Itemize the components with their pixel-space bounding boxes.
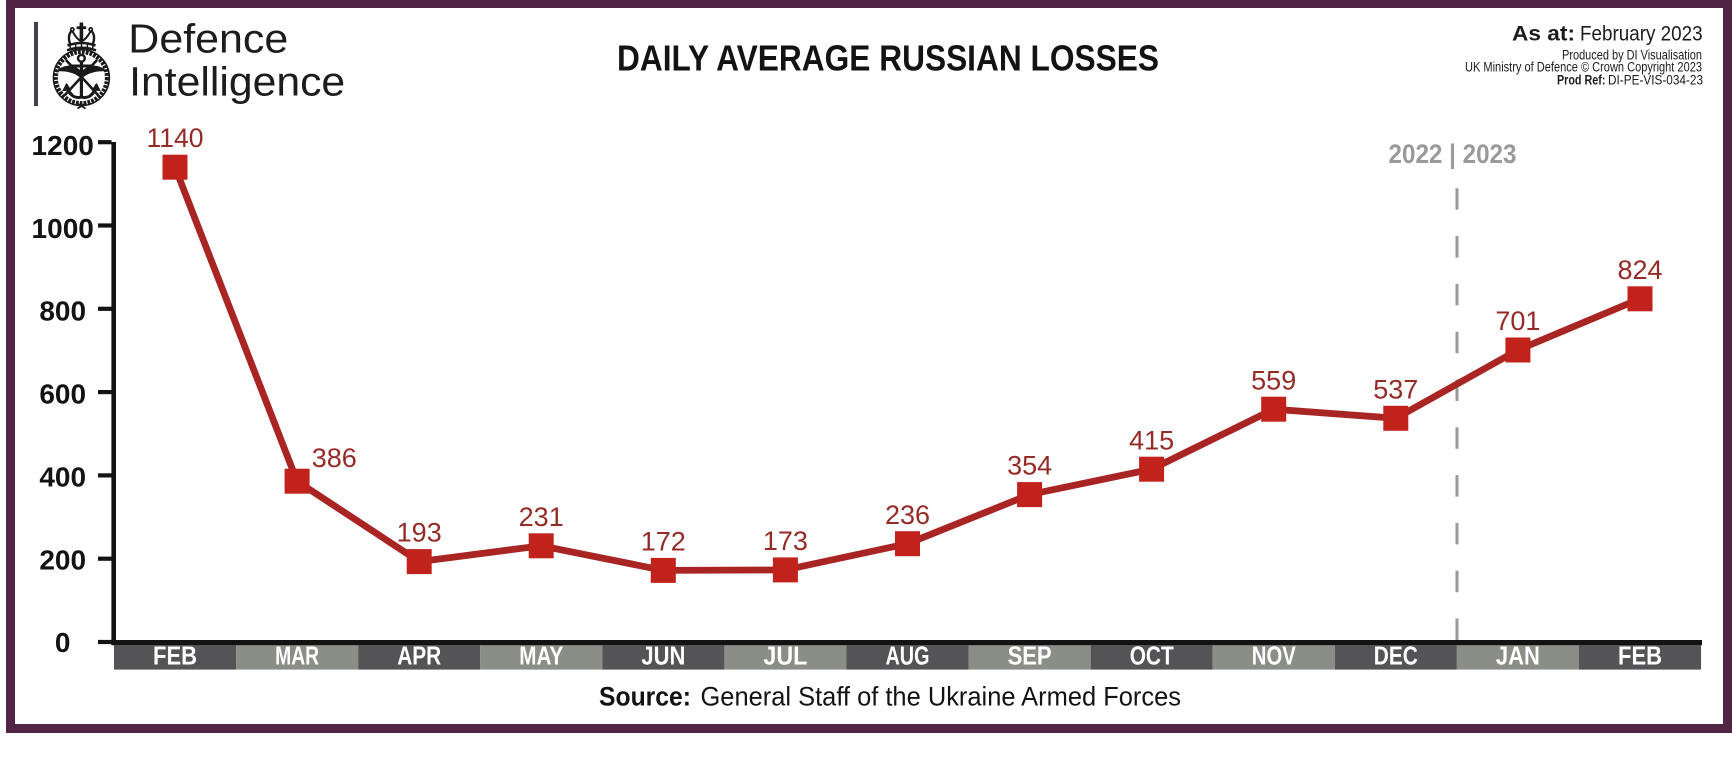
svg-text:JAN: JAN xyxy=(1496,643,1540,671)
svg-text:236: 236 xyxy=(885,500,930,530)
svg-text:800: 800 xyxy=(39,296,86,327)
svg-text:Source:: Source: xyxy=(599,682,691,712)
svg-text:193: 193 xyxy=(397,518,442,548)
svg-text:AUG: AUG xyxy=(886,643,930,671)
svg-text:354: 354 xyxy=(1007,451,1052,481)
svg-text:600: 600 xyxy=(39,379,86,410)
svg-text:Defence: Defence xyxy=(128,16,288,62)
svg-text:537: 537 xyxy=(1373,374,1418,404)
svg-text:OCT: OCT xyxy=(1130,643,1174,671)
svg-text:559: 559 xyxy=(1251,365,1296,395)
svg-text:February 2023: February 2023 xyxy=(1580,21,1703,45)
svg-text:Intelligence: Intelligence xyxy=(129,58,345,104)
svg-text:1140: 1140 xyxy=(147,123,204,153)
svg-text:JUN: JUN xyxy=(641,643,685,671)
svg-text:MAY: MAY xyxy=(519,643,563,671)
svg-text:FEB: FEB xyxy=(153,643,197,671)
svg-text:172: 172 xyxy=(641,527,686,557)
svg-text:415: 415 xyxy=(1129,425,1174,455)
svg-text:400: 400 xyxy=(39,461,86,492)
svg-text:1200: 1200 xyxy=(32,130,94,161)
svg-text:824: 824 xyxy=(1617,255,1662,285)
svg-text:1000: 1000 xyxy=(32,213,94,244)
svg-text:2022 | 2023: 2022 | 2023 xyxy=(1389,139,1517,169)
svg-text:386: 386 xyxy=(312,443,357,473)
svg-text:UK Ministry of Defence © Crown: UK Ministry of Defence © Crown Copyright… xyxy=(1465,60,1702,75)
svg-text:JUL: JUL xyxy=(763,643,807,671)
svg-text:173: 173 xyxy=(763,526,808,556)
svg-text:200: 200 xyxy=(39,544,86,575)
svg-text:701: 701 xyxy=(1495,306,1540,336)
svg-text:NOV: NOV xyxy=(1252,643,1296,671)
svg-text:As at:: As at: xyxy=(1512,21,1575,45)
svg-text:DAILY AVERAGE RUSSIAN LOSSES: DAILY AVERAGE RUSSIAN LOSSES xyxy=(617,38,1159,79)
svg-text:SEP: SEP xyxy=(1008,643,1052,671)
svg-text:231: 231 xyxy=(519,502,564,532)
svg-text:Prod Ref:: Prod Ref: xyxy=(1557,72,1605,87)
svg-text:General Staff of the Ukraine A: General Staff of the Ukraine Armed Force… xyxy=(701,682,1182,712)
svg-text:0: 0 xyxy=(55,627,71,658)
svg-text:MAR: MAR xyxy=(275,643,319,671)
svg-text:DEC: DEC xyxy=(1374,643,1418,671)
svg-text:DI-PE-VIS-034-23: DI-PE-VIS-034-23 xyxy=(1608,72,1703,87)
svg-text:FEB: FEB xyxy=(1618,643,1662,671)
svg-text:APR: APR xyxy=(397,643,441,671)
svg-text:Produced by DI Visualisation: Produced by DI Visualisation xyxy=(1562,48,1702,63)
